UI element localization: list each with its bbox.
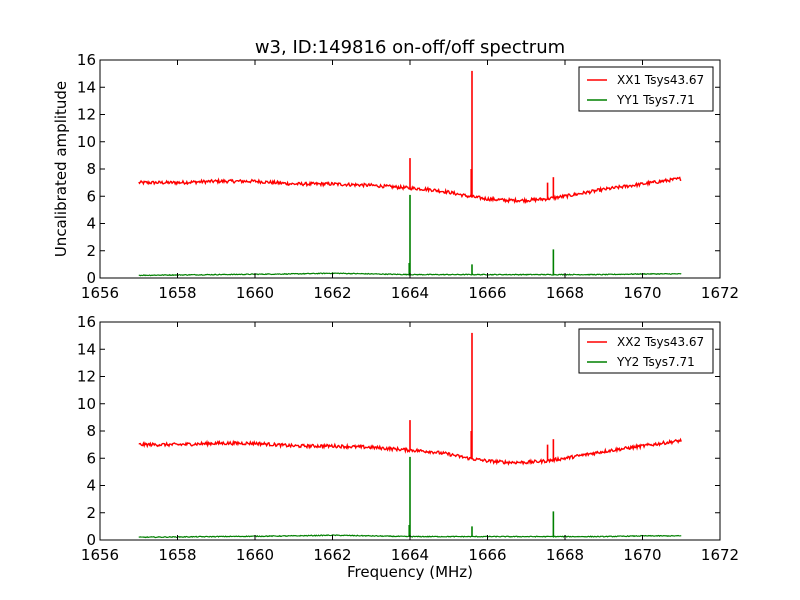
series-xx2 (138, 332, 682, 466)
legend: XX2 Tsys43.67 YY2 Tsys7.71 (578, 328, 714, 374)
x-tick-label: 1672 (701, 284, 739, 302)
x-tick-label: 1668 (546, 546, 584, 564)
x-tick-label: 1658 (158, 546, 196, 564)
legend-box (578, 66, 714, 112)
x-tick-label: 1668 (546, 284, 584, 302)
legend-entry-label: XX2 Tsys43.67 (617, 335, 704, 349)
y-tick-label: 4 (86, 477, 96, 495)
x-tick-label: 1664 (391, 284, 429, 302)
x-tick-label: 1666 (468, 284, 506, 302)
x-axis-label: Frequency (MHz) (347, 563, 473, 581)
x-tick-label: 1666 (468, 546, 506, 564)
y-axis-label: Uncalibrated amplitude (52, 81, 70, 257)
x-tick-label: 1662 (313, 546, 351, 564)
y-tick-label: 0 (86, 269, 96, 287)
legend: XX1 Tsys43.67 YY1 Tsys7.71 (578, 66, 714, 112)
chart-panel-1: 1656 1658 1660 1662 1664 1666 1668 1670 1672 0 2 4 6… (77, 51, 739, 302)
legend-entry-label: YY1 Tsys7.71 (616, 93, 695, 107)
series-line (138, 437, 682, 466)
x-tick-label: 1656 (81, 546, 119, 564)
x-tick-label: 1670 (623, 546, 661, 564)
y-tick-label: 4 (86, 215, 96, 233)
legend-entry-label: XX1 Tsys43.67 (617, 73, 704, 87)
y-tick-label: 10 (77, 133, 96, 151)
legend-box (578, 328, 714, 374)
series-xx1 (138, 70, 682, 205)
y-tick-label: 2 (86, 242, 96, 260)
y-tick-label: 0 (86, 531, 96, 549)
y-tick-label: 12 (77, 368, 96, 386)
x-tick-label: 1658 (158, 284, 196, 302)
x-tick-label: 1656 (81, 284, 119, 302)
x-tick-label: 1664 (391, 546, 429, 564)
x-tick-label: 1672 (701, 546, 739, 564)
x-tick-label: 1662 (313, 284, 351, 302)
y-tick-label: 12 (77, 106, 96, 124)
y-tick-label: 2 (86, 504, 96, 522)
y-tick-label: 16 (77, 51, 96, 69)
figure-title: w3, ID:149816 on-off/off spectrum (255, 37, 565, 58)
x-tick-label: 1660 (236, 546, 274, 564)
chart-panel-2: 1656 1658 1660 1662 1664 1666 1668 1670 1672 0 2 4 6… (77, 313, 739, 564)
y-tick-label: 14 (77, 340, 96, 358)
y-tick-label: 10 (77, 395, 96, 413)
series-yy2 (138, 456, 682, 539)
x-tick-label: 1660 (236, 284, 274, 302)
y-tick-label: 8 (86, 160, 96, 178)
y-tick-label: 14 (77, 78, 96, 96)
series-yy1 (138, 194, 682, 277)
y-tick-label: 8 (86, 422, 96, 440)
y-tick-label: 6 (86, 187, 96, 205)
y-tick-label: 6 (86, 449, 96, 467)
y-tick-label: 16 (77, 313, 96, 331)
legend-entry-label: YY2 Tsys7.71 (616, 355, 695, 369)
x-tick-label: 1670 (623, 284, 661, 302)
